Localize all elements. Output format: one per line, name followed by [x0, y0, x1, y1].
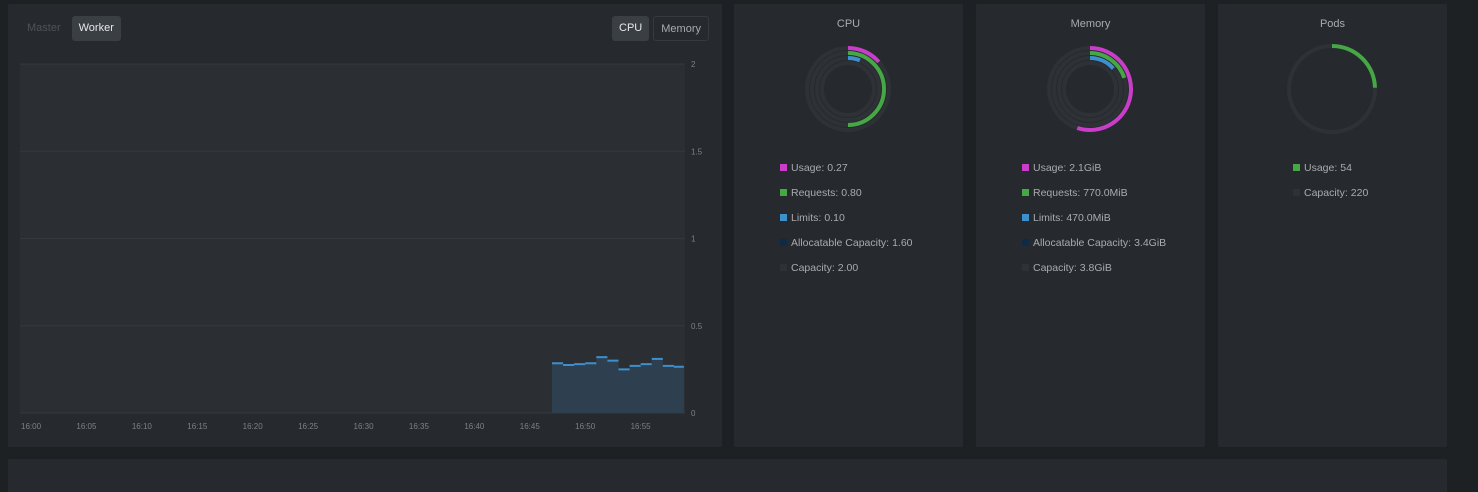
legend-label: Requests:	[1033, 186, 1081, 199]
pods-summary-panel: Pods Usage: 54 Capacity: 220	[1218, 4, 1447, 447]
legend-item: Allocatable Capacity: 3.4GiB	[1022, 230, 1166, 255]
legend-item: Capacity: 220	[1293, 180, 1368, 205]
legend-label: Usage:	[1304, 161, 1338, 174]
legend-swatch	[1022, 164, 1029, 171]
memory-summary-panel: Memory Usage: 2.1GiB Requests: 770.0MiB Limi…	[976, 4, 1205, 447]
legend-item: Usage: 0.27	[780, 155, 913, 180]
x-tick-label: 16:00	[21, 422, 42, 431]
cpu-requests-arc	[847, 51, 886, 127]
legend-label: Usage:	[791, 161, 825, 174]
legend-value: 2.1GiB	[1069, 161, 1102, 174]
x-tick-label: 16:20	[243, 422, 264, 431]
legend-item: Capacity: 3.8GiB	[1022, 255, 1166, 280]
legend-value: 470.0MiB	[1066, 211, 1111, 224]
legend-value: 770.0MiB	[1083, 186, 1128, 199]
y-tick-label: 0.5	[691, 322, 703, 331]
legend-value: 2.00	[837, 261, 859, 274]
tab-memory[interactable]: Memory	[653, 16, 709, 41]
legend-value: 3.4GiB	[1134, 236, 1167, 249]
pods-title: Pods	[1319, 18, 1346, 30]
memory-usage-arc	[1076, 46, 1133, 132]
cpu-usage-area	[552, 357, 684, 413]
legend-item: Usage: 2.1GiB	[1022, 155, 1166, 180]
cpu-legend: Usage: 0.27 Requests: 0.80 Limits: 0.10 Alloca…	[780, 155, 913, 280]
legend-swatch	[780, 189, 787, 196]
pods-donut-chart	[1287, 44, 1377, 134]
tab-cpu[interactable]: CPU	[612, 16, 650, 41]
legend-item: Capacity: 2.00	[780, 255, 913, 280]
legend-item: Requests: 770.0MiB	[1022, 180, 1166, 205]
legend-value: 1.60	[892, 236, 913, 249]
x-tick-label: 16:55	[631, 422, 652, 431]
y-tick-label: 2	[691, 60, 696, 69]
legend-swatch	[1022, 239, 1029, 246]
legend-swatch	[1293, 189, 1300, 196]
legend-label: Allocatable Capacity:	[791, 236, 890, 249]
legend-label: Usage:	[1033, 161, 1067, 174]
memory-legend: Usage: 2.1GiB Requests: 770.0MiB Limits: 470.…	[1022, 155, 1166, 280]
cluster-metrics-chart-panel: Master Worker CPU Memory 2 1.5 1 0.5 0 16:00 1…	[8, 4, 722, 447]
legend-item: Usage: 54	[1293, 155, 1368, 180]
legend-swatch	[1293, 164, 1300, 171]
y-tick-label: 1.5	[691, 147, 703, 156]
legend-swatch	[1022, 189, 1029, 196]
legend-label: Capacity:	[1033, 261, 1077, 274]
node-type-tabs: Master Worker	[20, 16, 121, 41]
cpu-area-chart: 2 1.5 1 0.5 0 16:00 16:05 16:10 16:15 16:20 16:25 1…	[20, 60, 703, 431]
legend-swatch	[780, 214, 787, 221]
bottom-panel	[8, 459, 1447, 492]
legend-label: Limits:	[791, 211, 822, 224]
tab-worker[interactable]: Worker	[71, 16, 121, 41]
legend-label: Requests:	[791, 186, 839, 199]
cpu-usage-arc	[847, 46, 881, 64]
memory-title: Memory	[1070, 18, 1111, 30]
legend-value: 54	[1340, 161, 1352, 174]
y-tick-label: 1	[691, 235, 696, 244]
memory-donut-chart	[1047, 46, 1133, 132]
donut-track	[815, 56, 881, 122]
x-tick-label: 16:10	[132, 422, 153, 431]
x-tick-label: 16:50	[575, 422, 596, 431]
metric-tabs: CPU Memory	[612, 16, 709, 41]
pods-legend: Usage: 54 Capacity: 220	[1293, 155, 1368, 205]
memory-requests-arc	[1089, 51, 1127, 79]
legend-swatch	[1022, 264, 1029, 271]
legend-value: 3.8GiB	[1079, 261, 1112, 274]
x-tick-label: 16:45	[520, 422, 541, 431]
x-tick-label: 16:15	[187, 422, 208, 431]
donut-track	[820, 61, 876, 117]
cpu-summary-panel: CPU Usage: 0.27 Requests: 0.80 Limits: 0.10 Al…	[734, 4, 963, 447]
pods-usage-arc	[1331, 44, 1377, 88]
x-tick-label: 16:30	[354, 422, 375, 431]
donut-track	[1062, 61, 1118, 117]
cpu-title: CPU	[836, 18, 861, 30]
legend-swatch	[780, 164, 787, 171]
cpu-limits-arc	[847, 56, 861, 63]
legend-label: Capacity:	[1304, 186, 1348, 199]
legend-swatch	[1022, 214, 1029, 221]
memory-limits-arc	[1089, 56, 1115, 70]
tab-master[interactable]: Master	[20, 16, 68, 41]
legend-item: Requests: 0.80	[780, 180, 913, 205]
cpu-donut-chart	[805, 46, 891, 132]
legend-label: Allocatable Capacity:	[1033, 236, 1132, 249]
legend-item: Limits: 470.0MiB	[1022, 205, 1166, 230]
x-tick-label: 16:05	[76, 422, 97, 431]
legend-value: 220	[1350, 186, 1369, 199]
legend-swatch	[780, 239, 787, 246]
legend-value: 0.10	[824, 211, 845, 224]
legend-swatch	[780, 264, 787, 271]
legend-label: Capacity:	[791, 261, 835, 274]
y-tick-label: 0	[691, 409, 696, 418]
legend-label: Limits:	[1033, 211, 1064, 224]
x-tick-label: 16:25	[298, 422, 319, 431]
legend-value: 0.27	[827, 161, 848, 174]
legend-item: Allocatable Capacity: 1.60	[780, 230, 913, 255]
x-tick-label: 16:40	[464, 422, 485, 431]
legend-value: 0.80	[841, 186, 862, 199]
legend-item: Limits: 0.10	[780, 205, 913, 230]
x-tick-label: 16:35	[409, 422, 430, 431]
